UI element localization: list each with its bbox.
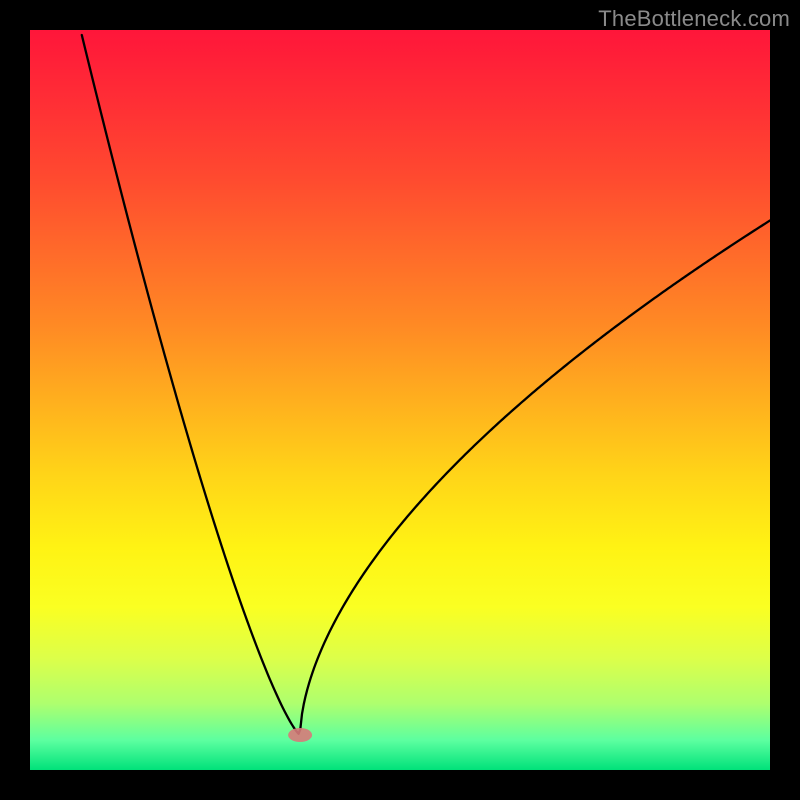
bottleneck-curve-chart	[0, 0, 800, 800]
chart-frame: TheBottleneck.com	[0, 0, 800, 800]
optimal-point-marker	[288, 728, 312, 742]
plot-background	[30, 30, 770, 770]
watermark-text: TheBottleneck.com	[598, 6, 790, 32]
